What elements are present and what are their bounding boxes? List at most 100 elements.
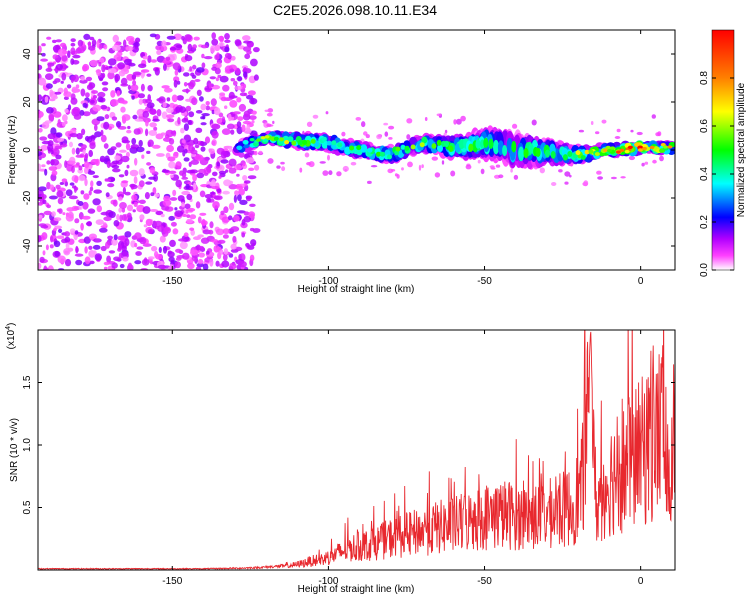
noise-cell [143,224,148,228]
signal-cell [535,147,541,157]
noise-cell [183,232,189,237]
noise-cell [221,128,231,136]
signal-cell [331,140,337,146]
noise-cell [232,111,241,115]
noise-cell [569,174,572,178]
noise-cell [222,254,228,261]
noise-cell [38,77,47,86]
noise-cell [80,222,84,231]
noise-cell [74,186,79,191]
noise-cell [244,53,251,60]
noise-cell [134,242,138,248]
noise-cell [56,190,64,198]
noise-cell [169,174,174,179]
noise-cell [55,57,61,63]
noise-cell [77,201,84,206]
noise-cell [83,33,91,41]
noise-cell [48,166,58,171]
noise-cell [201,53,205,59]
noise-cell [57,137,65,142]
noise-cell [272,120,275,125]
noise-cell [89,260,95,265]
noise-cell [266,112,273,117]
noise-cell [370,165,378,168]
signal-cell [367,147,373,153]
noise-cell [89,142,96,150]
noise-cell [118,196,123,201]
signal-cell [395,146,401,152]
noise-cell [204,194,213,199]
noise-cell [79,109,85,116]
noise-cell [126,212,132,219]
noise-cell [191,97,198,106]
noise-cell [183,157,190,162]
signal-cell [488,138,494,149]
noise-cell [76,133,83,140]
noise-cell [142,206,151,214]
noise-cell [38,128,43,133]
signal-cell [458,138,465,150]
noise-cell [119,100,128,104]
noise-cell [216,161,220,167]
noise-cell [195,127,203,133]
spectrogram-x-axis-label: Height of straight line (km) [298,284,415,295]
noise-cell [107,68,117,74]
noise-cell [93,189,102,194]
noise-cell [238,103,246,112]
signal-cell [321,136,327,142]
noise-cell [172,189,177,197]
signal-cell [260,136,266,140]
signal-cell [337,142,343,148]
signal-cell [580,155,586,160]
noise-cell [64,258,72,267]
noise-cell [223,248,229,255]
noise-cell [229,262,237,270]
noise-cell [224,39,231,43]
signal-cell [615,150,621,154]
noise-cell [233,215,240,222]
noise-cell [113,256,121,262]
noise-cell [211,130,219,139]
noise-cell [204,136,211,144]
noise-cell [147,85,153,92]
noise-cell [108,211,116,219]
noise-cell [206,197,212,203]
noise-cell [237,194,242,202]
noise-cell [196,172,205,179]
noise-cell [100,134,107,143]
noise-cell [67,50,71,58]
signal-cell [502,145,508,157]
noise-cell [41,140,51,145]
noise-cell [71,165,75,173]
noise-cell [211,123,221,130]
x-tick-label: -50 [477,276,492,287]
noise-cell [40,144,49,151]
noise-cell [170,221,177,227]
noise-cell [243,71,248,78]
noise-cell [90,99,95,104]
noise-cell [59,182,65,185]
spectrogram-y-ticks: -40 -20 0 20 40 [22,48,675,253]
noise-cell [200,122,207,126]
noise-cell [50,159,60,166]
noise-cell [145,128,149,137]
noise-cell [167,156,176,162]
noise-cell [218,112,224,118]
noise-cell [190,159,200,165]
signal-cell [511,140,517,153]
noise-cell [118,174,125,178]
noise-cell [215,77,219,82]
noise-cell [206,165,212,173]
noise-cell [138,168,145,177]
noise-cell [111,165,120,169]
noise-cell [95,219,105,226]
signal-cell [624,149,630,154]
noise-cell [150,192,155,197]
noise-cell [219,92,226,96]
noise-cell [132,71,142,76]
noise-cell [220,159,229,164]
noise-cell [234,190,239,196]
noise-cell [620,176,626,179]
noise-cell [251,120,255,124]
y-tick-label: 20 [22,96,33,108]
